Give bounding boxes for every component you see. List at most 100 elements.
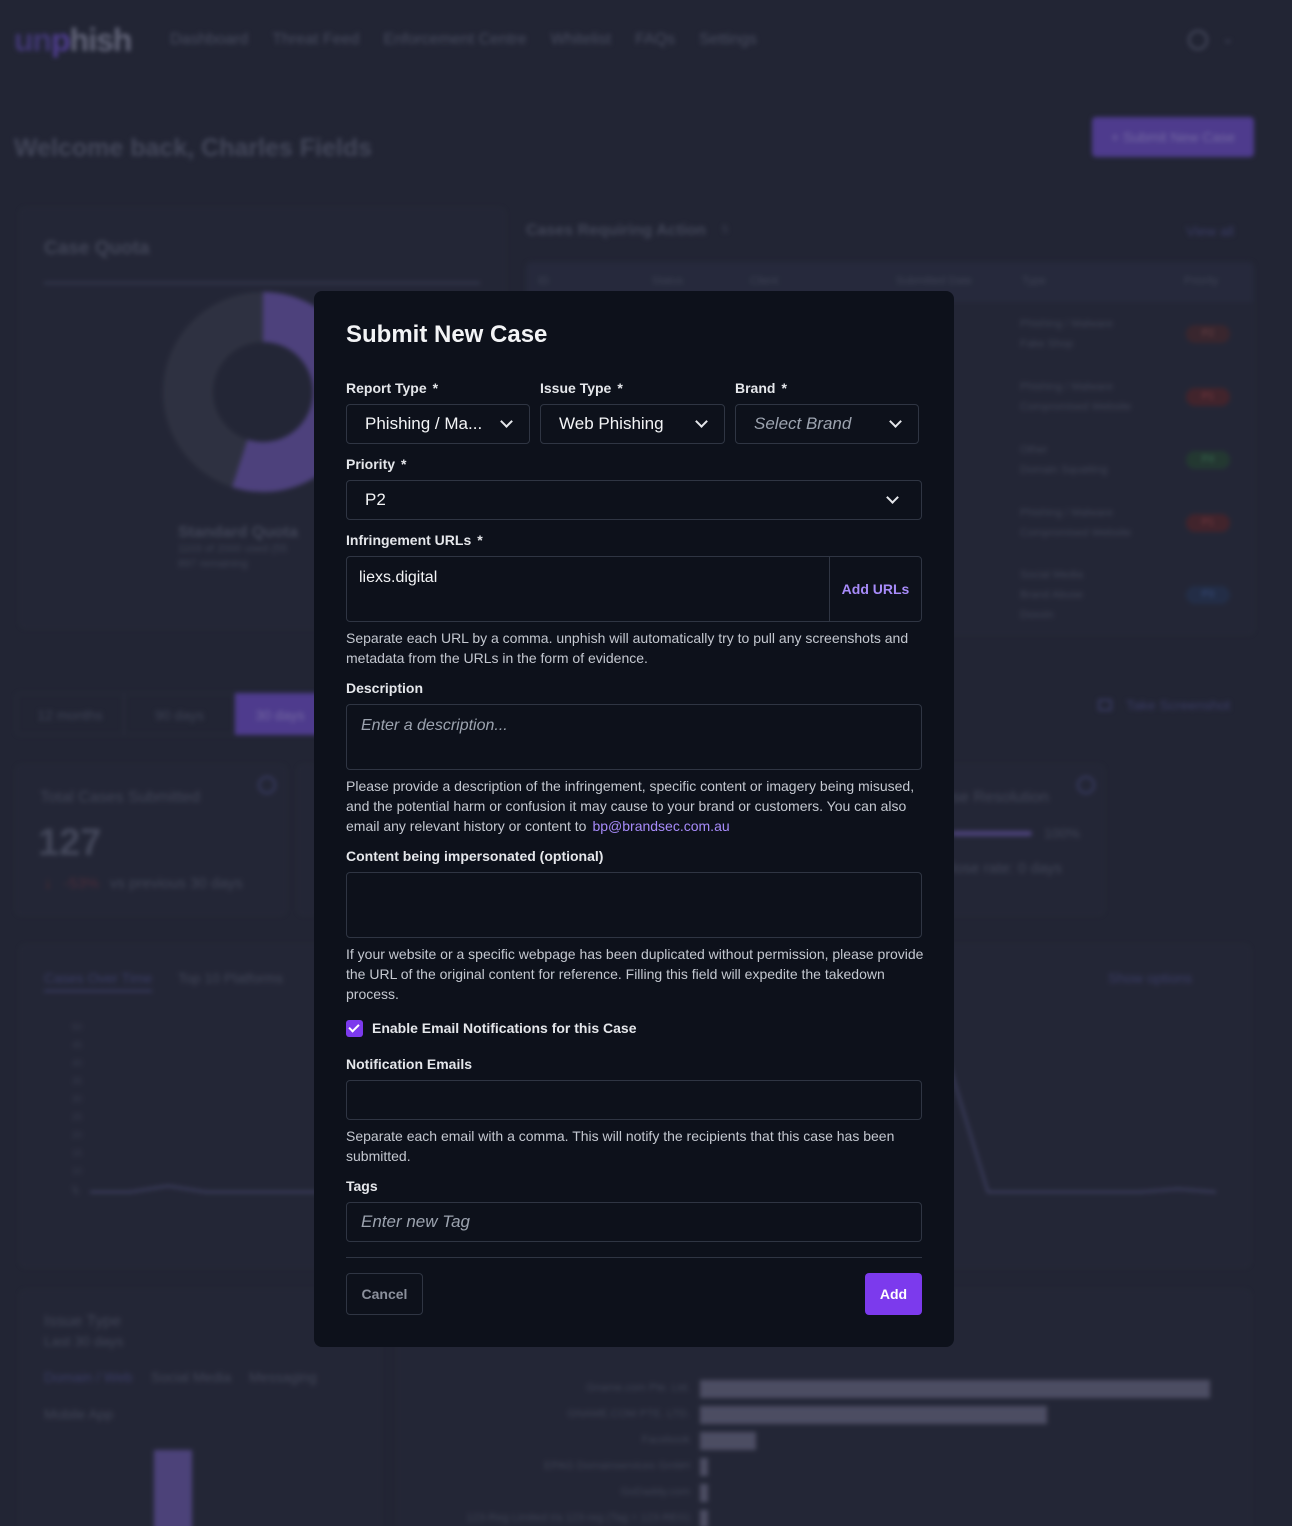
brand-select[interactable]: Select Brand <box>735 404 919 444</box>
report-type-select[interactable]: Phishing / Ma... <box>346 404 530 444</box>
quota-remaining: 897 remaining <box>178 558 248 570</box>
urls-help: Separate each URL by a comma. unphish wi… <box>346 630 909 666</box>
camera-icon <box>1098 699 1112 711</box>
welcome-heading: Welcome back, Charles Fields <box>14 134 373 162</box>
urls-label: Infringement URLs * <box>346 532 483 548</box>
footer-divider <box>346 1257 922 1258</box>
resolution-label: se Resolution <box>952 789 1049 806</box>
description-placeholder: Enter a description... <box>361 717 508 734</box>
row2-subtype: Compromised Website <box>1020 401 1132 413</box>
user-icon[interactable] <box>1188 30 1208 50</box>
quota-label: Standard Quota <box>178 524 299 541</box>
row5-priority-badge: P3 <box>1186 586 1230 604</box>
logo[interactable]: unphish <box>14 22 132 59</box>
nav-enforcement-centre[interactable]: Enforcement Centre <box>383 31 527 48</box>
add-button[interactable]: Add <box>865 1273 922 1315</box>
urls-input[interactable]: liexs.digital <box>359 569 438 586</box>
content-textarea[interactable] <box>346 872 922 938</box>
nav-threat-feed[interactable]: Threat Feed <box>272 31 360 48</box>
nav-whitelist[interactable]: Whitelist <box>550 31 612 48</box>
issue-type-label-text: Issue Type <box>540 380 612 396</box>
cases-count-badge: 5 <box>722 224 729 236</box>
tab-top-platforms[interactable]: Top 10 Platforms <box>178 970 284 986</box>
urls-label-text: Infringement URLs <box>346 532 472 548</box>
view-all-link[interactable]: View all <box>1186 223 1234 239</box>
y-axis-ticks: 50 45 40 35 30 25 20 15 10 50 <box>72 1022 82 1197</box>
brand-placeholder: Select Brand <box>754 414 852 433</box>
tab-30-days[interactable]: 30 days <box>235 693 325 735</box>
tab-12-months[interactable]: 12 months <box>16 693 124 735</box>
th-status: Status <box>652 275 684 287</box>
total-cases-vs: vs previous 30 days <box>110 875 243 892</box>
issue-tab-mobile-app[interactable]: Mobile App <box>44 1406 114 1422</box>
nav-dashboard[interactable]: Dashboard <box>170 31 249 48</box>
required-mark: * <box>781 380 787 396</box>
cancel-button[interactable]: Cancel <box>346 1273 423 1315</box>
issue-type-sub: Last 30 days <box>44 1333 124 1349</box>
svg-text:45: 45 <box>72 1040 82 1050</box>
support-email-link[interactable]: bp@brandsec.com.au <box>592 818 730 834</box>
issue-type-select[interactable]: Web Phishing <box>540 404 725 444</box>
description-help-text: Please provide a description of the infr… <box>346 778 915 834</box>
chevron-down-icon <box>889 415 902 428</box>
tab-90-days[interactable]: 90 days <box>124 693 235 735</box>
nav-faqs[interactable]: FAQs <box>635 31 676 48</box>
chevron-down-icon[interactable]: ⌄ <box>1222 30 1234 46</box>
take-screenshot-button[interactable]: Take Screenshot <box>1126 697 1231 713</box>
issue-tab-domain-web[interactable]: Domain / Web <box>44 1369 133 1385</box>
case-quota-title: Case Quota <box>44 238 150 259</box>
tab-cases-over-time[interactable]: Cases Over Time <box>44 970 153 992</box>
description-textarea[interactable]: Enter a description... <box>346 704 922 770</box>
resolution-card <box>930 765 1104 915</box>
row3-subtype: Domain Squatting <box>1020 464 1108 476</box>
tags-input[interactable]: Enter new Tag <box>346 1202 922 1242</box>
info-icon <box>1077 776 1095 794</box>
chevron-down-icon <box>886 491 899 504</box>
platform-label: GoDaddy.com <box>620 1486 691 1498</box>
notify-checkbox[interactable] <box>346 1020 363 1037</box>
add-urls-button[interactable]: Add URLs <box>829 557 921 621</box>
platform-label: EPAG Domainservices GmbH <box>544 1460 690 1472</box>
platform-bar <box>700 1380 1210 1398</box>
platform-bar <box>700 1406 1047 1424</box>
svg-text:15: 15 <box>72 1148 82 1158</box>
notify-checkbox-label[interactable]: Enable Email Notifications for this Case <box>372 1020 637 1036</box>
issue-tab-messaging[interactable]: Messaging <box>249 1369 317 1385</box>
submit-case-modal: Submit New Case Report Type * Phishing / … <box>314 291 954 1347</box>
svg-text:25: 25 <box>72 1112 82 1122</box>
platform-label: Facebook <box>641 1434 690 1446</box>
emails-input[interactable] <box>346 1080 922 1120</box>
total-cases-value: 127 <box>38 822 102 864</box>
row3-priority-badge: P4 <box>1186 451 1230 469</box>
row3-type: Other <box>1020 444 1048 456</box>
content-help: If your website or a specific webpage ha… <box>346 946 924 1002</box>
brand-label-text: Brand <box>735 380 776 396</box>
issue-type-value: Web Phishing <box>559 414 664 433</box>
issue-tab-social-media[interactable]: Social Media <box>151 1369 232 1385</box>
required-mark: * <box>432 380 439 396</box>
total-cases-change: -53% <box>64 875 100 892</box>
emails-help: Separate each email with a comma. This w… <box>346 1128 895 1164</box>
nav-links: Dashboard Threat Feed Enforcement Centre… <box>170 31 757 49</box>
arrow-down-icon: ↓ <box>44 875 52 892</box>
report-type-value: Phishing / Ma... <box>365 414 483 433</box>
svg-text:30: 30 <box>72 1094 82 1104</box>
row1-type: Phishing / Malware <box>1020 318 1113 330</box>
submit-new-case-button[interactable]: + Submit New Case <box>1092 117 1254 157</box>
svg-text:40: 40 <box>72 1058 82 1068</box>
nav-settings[interactable]: Settings <box>699 31 757 48</box>
priority-label-text: Priority <box>346 456 396 472</box>
row5-type: Social Media <box>1020 569 1083 581</box>
svg-text:50: 50 <box>72 1022 82 1032</box>
total-cases-card <box>16 765 286 915</box>
show-options-button[interactable]: Show options <box>1108 970 1193 986</box>
svg-text:5: 5 <box>72 1184 77 1194</box>
chevron-down-icon <box>500 415 513 428</box>
report-type-label-text: Report Type <box>346 380 427 396</box>
th-submitted: Submitted Date <box>896 275 972 287</box>
required-mark: * <box>477 532 483 548</box>
description-label: Description <box>346 680 424 696</box>
issue-type-title: Issue Type <box>44 1313 122 1330</box>
th-client: Client <box>750 275 779 287</box>
priority-select[interactable]: P2 <box>346 480 922 520</box>
